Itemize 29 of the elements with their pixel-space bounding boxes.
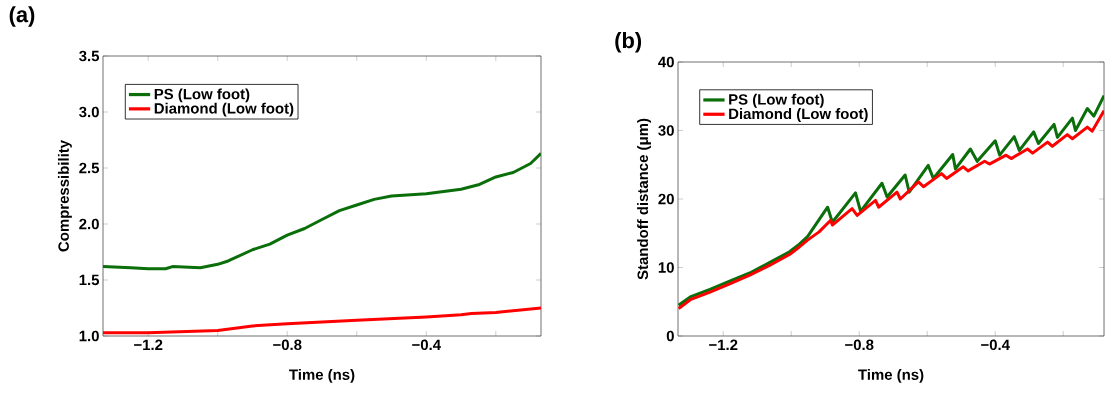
y-tick-label: 2.5 xyxy=(79,162,100,174)
legend-label: PS (Low foot) xyxy=(154,88,250,103)
x-tick-label: −0.4 xyxy=(981,339,1010,351)
legend-label: PS (Low foot) xyxy=(729,93,824,108)
y-tick-label: 1.0 xyxy=(79,330,99,342)
chart-title: (a) xyxy=(9,6,35,27)
x-axis-title: Time (ns) xyxy=(858,368,924,383)
y-tick-label: 3.0 xyxy=(79,106,99,118)
x-tick-label: −1.2 xyxy=(709,339,738,350)
x-tick-label: −1.2 xyxy=(134,339,163,350)
x-tick-label: −0.8 xyxy=(273,339,302,351)
x-tick-label: −0.4 xyxy=(412,339,441,351)
line-series xyxy=(103,306,542,335)
x-tick-label: −0.8 xyxy=(845,339,874,351)
y-tick-label: 20 xyxy=(658,193,674,205)
y-tick-label: 3.5 xyxy=(79,50,100,62)
legend-label: Diamond (Low foot) xyxy=(729,108,868,123)
y-tick-label: 30 xyxy=(658,125,674,136)
y-tick-label: 1.5 xyxy=(79,274,100,286)
y-tick-label: 2.0 xyxy=(79,218,99,230)
chart-title: (b) xyxy=(615,32,642,53)
line-series xyxy=(103,151,542,271)
y-tick-label: 10 xyxy=(658,262,674,273)
y-axis-title: Standoff distance (μm) xyxy=(637,118,652,280)
y-tick-label: 0 xyxy=(666,330,674,342)
y-axis-title: Compressibility xyxy=(57,140,72,252)
legend-label: Diamond (Low foot) xyxy=(154,102,294,117)
x-axis-title: Time (ns) xyxy=(289,368,355,383)
y-tick-label: 40 xyxy=(658,56,674,68)
